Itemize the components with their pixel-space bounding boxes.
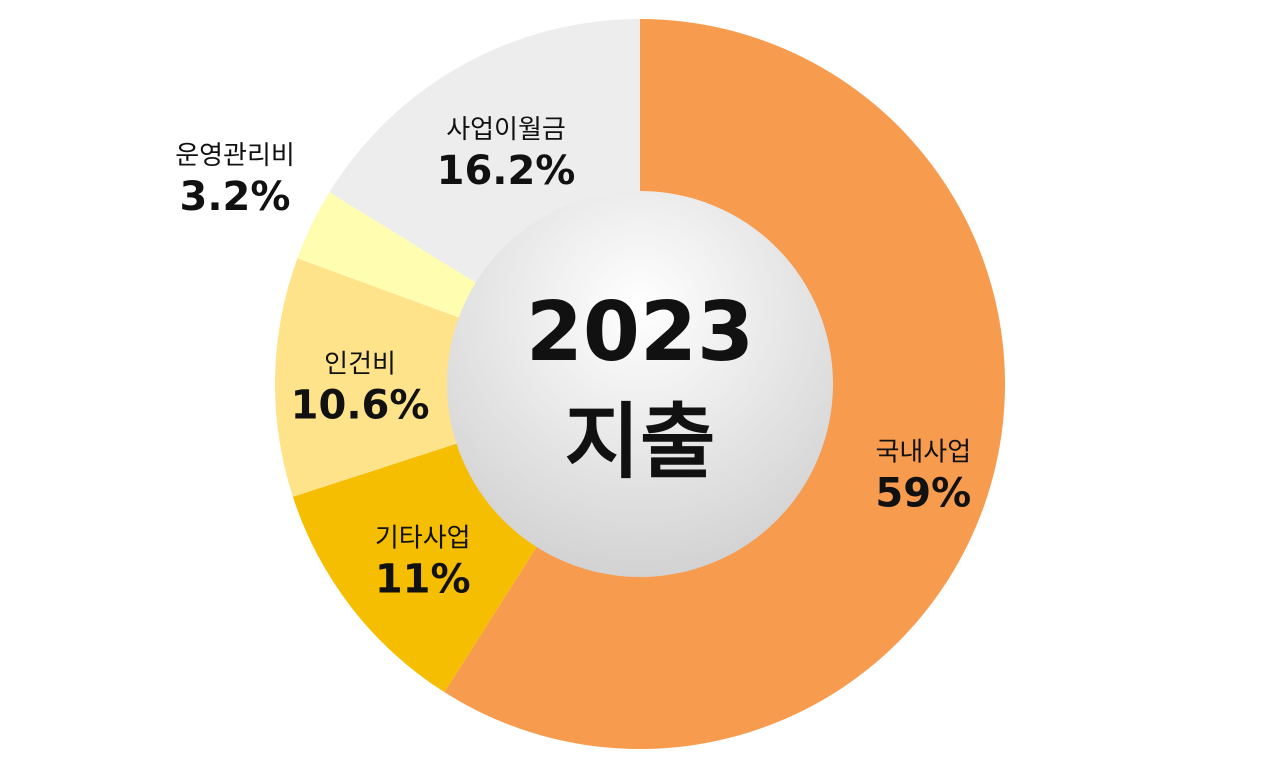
slice-value-2: 11% <box>375 557 471 603</box>
slice-label-3: 인건비 <box>324 350 396 380</box>
slice-label-2: 기타사업 <box>375 524 471 554</box>
slice-value-1: 59% <box>875 470 971 516</box>
slice-value-3: 10.6% <box>291 383 430 429</box>
slice-label-4: 운영관리비 <box>175 141 295 171</box>
slice-label-1: 국내사업 <box>875 437 971 467</box>
center-year: 2023 <box>526 285 754 380</box>
slice-value-5: 16.2% <box>437 148 576 194</box>
donut-center <box>447 191 833 577</box>
slice-value-4: 3.2% <box>180 174 291 220</box>
slice-label-5: 사업이월금 <box>446 115 566 145</box>
center-title: 지출 <box>565 395 716 490</box>
